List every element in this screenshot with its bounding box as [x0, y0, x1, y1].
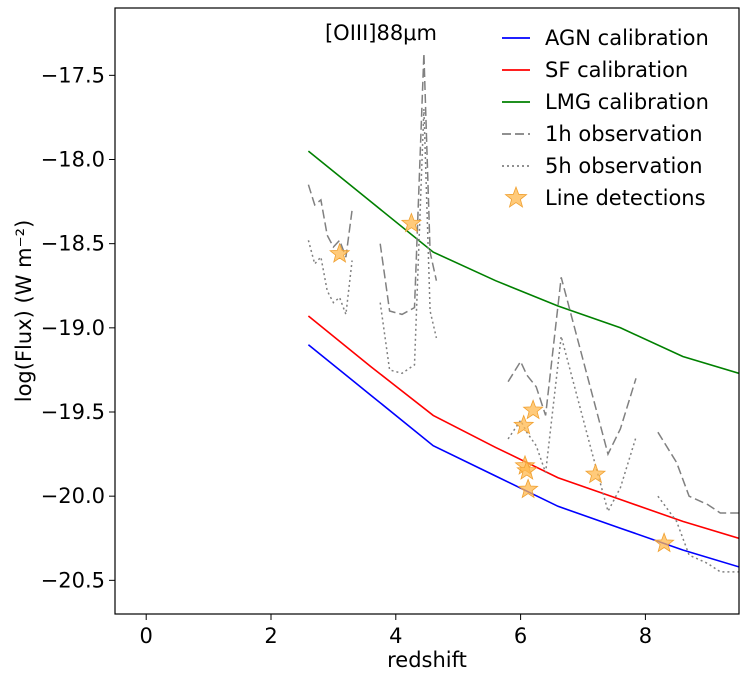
legend-label-5h-observation: 5h observation	[545, 154, 703, 178]
line-detection-star	[400, 212, 422, 233]
x-tick-label: 6	[514, 624, 527, 648]
legend-label-lmg-calibration: LMG calibration	[545, 90, 709, 114]
1h-observation-line	[507, 277, 637, 457]
line-detection-star	[329, 242, 351, 263]
y-tick-label: −19.0	[41, 316, 105, 340]
y-axis-label: log(Flux) (W m⁻²)	[12, 220, 36, 403]
1h-observation-line	[307, 184, 353, 258]
legend-label-sf-calibration: SF calibration	[545, 58, 688, 82]
y-tick-label: −18.5	[41, 232, 105, 256]
x-tick-label: 4	[389, 624, 402, 648]
5h-observation-line	[657, 495, 739, 573]
y-axis-ticks: −20.5 −20.0 −19.5 −19.0 −18.5 −18.0 −17.5	[41, 63, 115, 592]
legend-label-agn-calibration: AGN calibration	[545, 26, 709, 50]
y-tick-label: −19.5	[41, 400, 105, 424]
legend-label-1h-observation: 1h observation	[545, 122, 703, 146]
plot-area	[115, 8, 739, 614]
x-axis-ticks: 0 2 4 6 8	[140, 614, 652, 648]
plot-frame	[114, 7, 740, 615]
5h-observation-line	[307, 240, 353, 315]
line-detection-markers	[329, 212, 675, 553]
x-tick-label: 2	[264, 624, 277, 648]
line-detection-star	[653, 532, 675, 553]
y-tick-label: −17.5	[41, 63, 105, 87]
line-detection-star	[513, 414, 535, 435]
line-detection-star	[522, 399, 544, 420]
x-tick-label: 8	[639, 624, 652, 648]
y-tick-label: −20.5	[41, 568, 105, 592]
y-tick-label: −18.0	[41, 148, 105, 172]
x-tick-label: 0	[140, 624, 153, 648]
x-axis-label: redshift	[387, 648, 467, 672]
line-detection-star	[584, 463, 607, 484]
legend-label-line-detections: Line detections	[545, 186, 706, 210]
legend: AGN calibration SF calibration LMG calibra…	[502, 26, 709, 210]
5h-observation-line	[379, 108, 438, 375]
lmg-calibration-line	[307, 150, 739, 375]
y-tick-label: −20.0	[41, 484, 105, 508]
1h-observation-line	[379, 53, 438, 316]
chart-title: [OIII]88μm	[325, 21, 437, 45]
line-detection-star	[517, 478, 539, 499]
1h-observation-line	[657, 431, 739, 514]
line-detection-star	[516, 459, 538, 480]
legend-swatch-line-detections	[504, 185, 528, 208]
